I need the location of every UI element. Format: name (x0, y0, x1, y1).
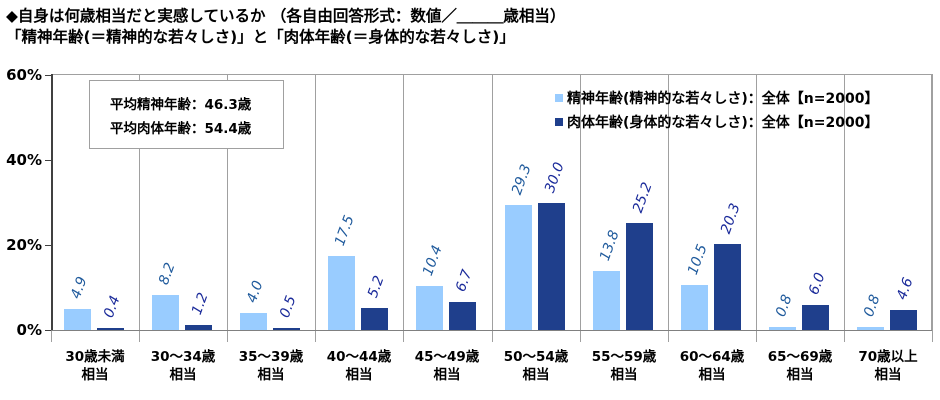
bar-mental-age (769, 327, 796, 330)
category-label: 55～59歳 相当 (591, 349, 657, 383)
bar-physical-age (361, 308, 388, 330)
bar-physical-age (273, 328, 300, 330)
y-tick-label: 20% (6, 236, 42, 254)
y-tick (45, 245, 51, 246)
y-tick (45, 330, 51, 331)
bar-mental-age (416, 286, 443, 330)
chart-title-line1: ◆自身は何歳相当だと実感しているか （各自由回答形式：数値／＿＿＿歳相当） (6, 7, 566, 25)
category-label: 50～54歳 相当 (503, 349, 569, 383)
chart-title-line2: 「精神年齢(＝精神的な若々しさ)」と「肉体年齢(＝身体的な若々しさ)」 (6, 28, 515, 46)
category-separator (51, 330, 52, 342)
bar-mental-age (240, 313, 267, 330)
category-label: 30歳未満 相当 (65, 349, 125, 383)
category-label: 45～49歳 相当 (414, 349, 480, 383)
bar-mental-age (857, 327, 884, 330)
category-separator (668, 74, 669, 342)
bar-physical-age (538, 203, 565, 331)
legend-label-mental: 精神年齢(精神的な若々しさ)：全体【n=2000】 (567, 91, 879, 107)
bar-mental-age (64, 309, 91, 330)
legend-item-physical: 肉体年齢(身体的な若々しさ)：全体【n=2000】 (555, 112, 878, 136)
y-axis (51, 74, 53, 331)
category-separator (492, 74, 493, 342)
bar-physical-age (890, 310, 917, 330)
y-tick (45, 160, 51, 161)
average-age-box: 平均精神年齢：46.3歳 平均肉体年齢：54.4歳 (89, 80, 284, 149)
bar-physical-age (185, 325, 212, 330)
category-separator (756, 74, 757, 342)
y-tick-label: 40% (6, 151, 42, 169)
legend-label-physical: 肉体年齢(身体的な若々しさ)：全体【n=2000】 (567, 115, 879, 131)
y-tick (45, 75, 51, 76)
legend-swatch-mental (555, 94, 563, 102)
average-mental-age: 平均精神年齢：46.3歳 (110, 97, 252, 113)
category-label: 65～69歳 相当 (767, 349, 833, 383)
bar-mental-age (593, 271, 620, 330)
bar-physical-age (714, 244, 741, 330)
bar-mental-age (505, 205, 532, 330)
category-label: 35～39歳 相当 (238, 349, 304, 383)
category-separator (139, 74, 140, 342)
category-separator (932, 74, 933, 342)
y-tick-label: 0% (16, 321, 42, 339)
plot-area (51, 74, 932, 330)
category-separator (227, 74, 228, 342)
x-axis (51, 330, 932, 331)
bar-mental-age (328, 256, 355, 330)
category-label: 30～34歳 相当 (150, 349, 216, 383)
category-separator (844, 74, 845, 342)
category-separator (403, 74, 404, 342)
bar-physical-age (449, 302, 476, 330)
category-label: 40～44歳 相当 (326, 349, 392, 383)
category-separator (315, 74, 316, 342)
legend: 精神年齢(精神的な若々しさ)：全体【n=2000】 肉体年齢(身体的な若々しさ)… (555, 88, 878, 136)
category-separator (580, 74, 581, 342)
bar-physical-age (97, 328, 124, 330)
category-label: 60～64歳 相当 (679, 349, 745, 383)
bar-mental-age (152, 295, 179, 330)
bar-mental-age (681, 285, 708, 330)
category-label: 70歳以上 相当 (858, 349, 918, 383)
legend-swatch-physical (555, 118, 563, 126)
average-physical-age: 平均肉体年齢：54.4歳 (110, 121, 252, 137)
legend-item-mental: 精神年齢(精神的な若々しさ)：全体【n=2000】 (555, 88, 878, 112)
bar-physical-age (626, 223, 653, 330)
y-tick-label: 60% (6, 66, 42, 84)
bar-physical-age (802, 305, 829, 331)
